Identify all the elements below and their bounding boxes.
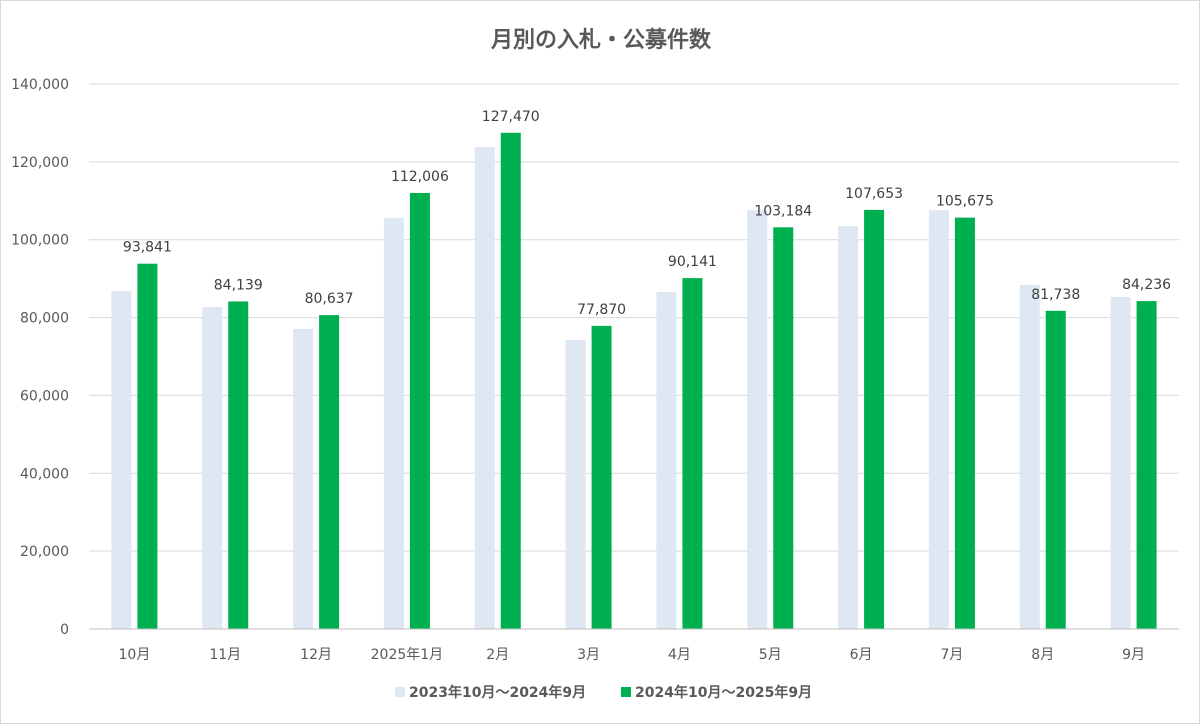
y-axis: 0 20,000 40,000 60,000 80,000 100,000 120,000 1… [11,77,69,638]
legend-swatch [395,687,405,697]
data-label: 107,653 [845,186,903,202]
bar-previous-year [656,291,677,629]
x-tick-label: 5月 [759,647,782,663]
bar-previous-year [202,307,223,629]
bar-current-year [500,132,521,629]
bar-current-year [1045,310,1066,629]
bar-current-year [773,227,794,629]
bar-current-year [682,278,703,629]
x-tick-label: 2月 [486,647,509,663]
data-label: 84,139 [214,277,263,293]
legend-label: 2024年10月～2025年9月 [635,684,812,701]
data-label: 77,870 [577,302,626,318]
y-tick-label: 20,000 [20,544,69,560]
bar-previous-year [928,210,949,629]
legend-label: 2023年10月～2024年9月 [409,684,586,701]
y-tick-label: 40,000 [20,466,69,482]
bar-current-year [591,325,612,629]
x-tick-label: 9月 [1122,647,1145,663]
bar-current-year [137,263,158,629]
gridlines [89,83,1179,552]
bars: 93,841 84,139 80,637 112,006 127,470 77,870 90… [111,109,1171,630]
bar-previous-year [293,328,314,629]
x-tick-label: 4月 [668,647,691,663]
y-tick-label: 60,000 [20,388,69,404]
data-label: 80,637 [305,291,354,307]
data-label: 103,184 [754,203,812,219]
x-tick-label: 2025年1月 [371,647,444,663]
y-tick-label: 140,000 [11,77,69,93]
x-axis: 10月 11月 12月 2025年1月 2月 3月 4月 5月 6月 7月 8月 9月 [89,628,1179,663]
data-label: 81,738 [1031,287,1080,303]
x-tick-label: 7月 [940,647,963,663]
bar-previous-year [1110,296,1131,629]
x-tick-label: 10月 [119,647,151,663]
bar-previous-year [747,210,768,629]
y-tick-label: 80,000 [20,311,69,327]
y-tick-label: 120,000 [11,155,69,171]
x-tick-label: 3月 [577,647,600,663]
x-tick-label: 8月 [1031,647,1054,663]
data-label: 84,236 [1122,277,1171,293]
bar-current-year [864,209,885,630]
bar-current-year [1136,301,1157,629]
y-tick-label: 100,000 [11,233,69,249]
data-label: 90,141 [668,254,717,270]
x-tick-label: 12月 [300,647,332,663]
bar-current-year [319,315,340,629]
bar-previous-year [838,226,859,629]
bar-current-year [409,192,430,630]
legend-swatch [621,687,631,697]
data-label: 112,006 [391,169,449,185]
bar-current-year [954,217,975,629]
legend: 2023年10月～2024年9月 2024年10月～2025年9月 [395,684,812,701]
data-label: 93,841 [123,240,172,256]
y-tick-label: 0 [60,622,69,638]
x-tick-label: 6月 [850,647,873,663]
bar-previous-year [111,291,132,629]
bar-previous-year [1019,284,1040,629]
data-label: 127,470 [482,109,540,125]
chart-title: 月別の入札・公募件数 [490,27,712,53]
x-tick-label: 11月 [209,647,241,663]
bar-current-year [228,301,249,629]
bar-previous-year [383,217,404,629]
bar-previous-year [474,147,495,630]
data-label: 105,675 [936,194,994,210]
bar-previous-year [565,340,586,629]
